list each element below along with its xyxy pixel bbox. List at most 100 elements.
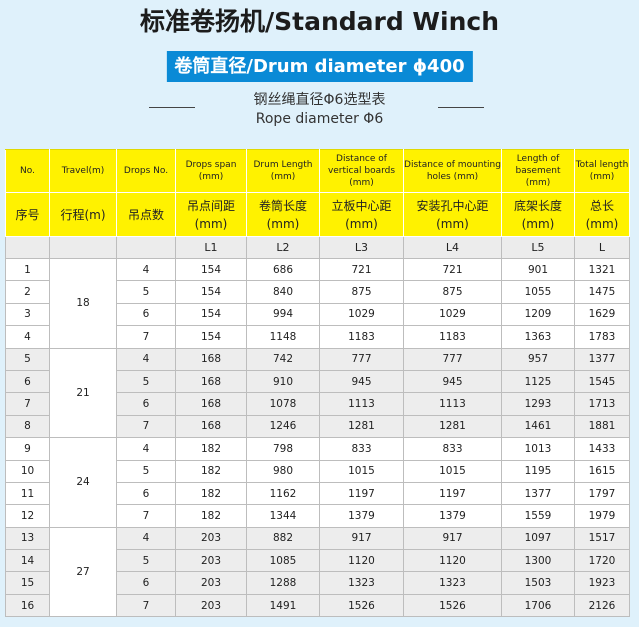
value-cell: 168	[175, 414, 247, 439]
table-row: 1 18 4 154 686 721 721 901 1321	[5, 257, 630, 349]
value-cell: 4	[116, 347, 176, 371]
subtitle-cn: 钢丝绳直径Φ6选型表	[253, 92, 386, 108]
header-cn-cell: 安装孔中心距 (mm)	[403, 192, 502, 237]
table-row: 11 6 182 1162 1197 1197 1377 1797	[5, 481, 630, 506]
value-cell: 917	[403, 526, 502, 551]
header-en-cell: Distance of vertical boards (mm)	[319, 149, 404, 193]
value-cell: 1503	[501, 571, 575, 595]
value-cell: 6	[116, 302, 176, 327]
value-cell: 182	[175, 437, 247, 461]
header-en-cell: Drum Length (mm)	[246, 149, 320, 193]
row-number-cell: 4	[5, 325, 50, 349]
value-cell: 5	[116, 549, 176, 573]
row-number-cell: 7	[5, 392, 50, 416]
value-cell: 1120	[319, 549, 404, 573]
value-cell: 1281	[319, 414, 404, 439]
value-cell: 1209	[501, 302, 575, 327]
code-cell: L1	[175, 236, 247, 259]
value-cell: 1491	[246, 593, 320, 618]
travel-cell: 27	[49, 526, 117, 618]
value-cell: 1078	[246, 392, 320, 416]
value-cell: 945	[403, 369, 502, 394]
table-row: 8 7 168 1246 1281 1281 1461 1881	[5, 414, 630, 439]
row-number-cell: 2	[5, 280, 50, 304]
header-en-cell: No.	[5, 149, 50, 193]
value-cell: 203	[175, 593, 247, 618]
header-cn-cell: 行程(m)	[49, 192, 117, 237]
value-cell: 1979	[574, 504, 630, 528]
value-cell: 994	[246, 302, 320, 327]
table-row: 16 7 203 1491 1526 1526 1706 2126	[5, 593, 630, 618]
code-row: L1 L2 L3 L4 L5 L	[5, 236, 630, 259]
value-cell: 1323	[319, 571, 404, 595]
value-cell: 1183	[319, 325, 404, 349]
value-cell: 7	[116, 414, 176, 439]
value-cell: 1195	[501, 459, 575, 483]
value-cell: 1113	[403, 392, 502, 416]
header-en-cell: Drops span (mm)	[175, 149, 247, 193]
value-cell: 1706	[501, 593, 575, 618]
table-row: 15 6 203 1288 1323 1323 1503 1923	[5, 571, 630, 595]
table-row: 9 24 4 182 798 833 833 1013 1433	[5, 437, 630, 528]
value-cell: 1162	[246, 481, 320, 506]
value-cell: 1323	[403, 571, 502, 595]
table-row: 3 6 154 994 1029 1029 1209 1629	[5, 302, 630, 327]
value-cell: 1293	[501, 392, 575, 416]
value-cell: 1923	[574, 571, 630, 595]
row-number-cell: 11	[5, 481, 50, 506]
value-cell: 168	[175, 369, 247, 394]
value-cell: 1288	[246, 571, 320, 595]
value-cell: 1015	[319, 459, 404, 483]
value-cell: 1713	[574, 392, 630, 416]
code-cell: L2	[246, 236, 320, 259]
value-cell: 840	[246, 280, 320, 304]
value-cell: 1029	[319, 302, 404, 327]
header-cn-cell: 吊点间距 (mm)	[175, 192, 247, 237]
header-row-en: No. Travel(m) Drops No. Drops span (mm) Drum…	[5, 149, 630, 193]
row-number-cell: 8	[5, 414, 50, 439]
row-number-cell: 3	[5, 302, 50, 327]
header-cn-cell: 序号	[5, 192, 50, 237]
value-cell: 980	[246, 459, 320, 483]
value-cell: 1526	[403, 593, 502, 618]
header-en-cell: Drops No.	[116, 149, 176, 193]
value-cell: 182	[175, 459, 247, 483]
header-en-cell: Length of basement (mm)	[501, 149, 575, 193]
value-cell: 777	[403, 347, 502, 371]
divider-right	[438, 107, 484, 108]
value-cell: 1120	[403, 549, 502, 573]
code-cell	[5, 236, 50, 259]
travel-cell: 21	[49, 347, 117, 439]
drum-diameter-badge: 卷筒直径/Drum diameter ϕ400	[166, 51, 473, 82]
value-cell: 168	[175, 347, 247, 371]
value-cell: 1321	[574, 257, 630, 282]
value-cell: 6	[116, 571, 176, 595]
value-cell: 1085	[246, 549, 320, 573]
value-cell: 168	[175, 392, 247, 416]
value-cell: 4	[116, 257, 176, 282]
header-cn-cell: 总长 (mm)	[574, 192, 630, 237]
row-number-cell: 12	[5, 504, 50, 528]
code-cell: L4	[403, 236, 502, 259]
header-cn-cell: 底架长度 (mm)	[501, 192, 575, 237]
value-cell: 875	[403, 280, 502, 304]
value-cell: 1783	[574, 325, 630, 349]
table-row: 13 27 4 203 882 917 917 1097 1517	[5, 526, 630, 618]
table-row: 2 5 154 840 875 875 1055 1475	[5, 280, 630, 304]
value-cell: 721	[319, 257, 404, 282]
row-number-cell: 1	[5, 257, 50, 282]
value-cell: 1629	[574, 302, 630, 327]
code-cell	[116, 236, 176, 259]
value-cell: 154	[175, 257, 247, 282]
row-number-cell: 14	[5, 549, 50, 573]
value-cell: 1281	[403, 414, 502, 439]
value-cell: 833	[403, 437, 502, 461]
value-cell: 5	[116, 459, 176, 483]
value-cell: 957	[501, 347, 575, 371]
value-cell: 1379	[319, 504, 404, 528]
header-cn-cell: 立板中心距 (mm)	[319, 192, 404, 237]
value-cell: 1377	[501, 481, 575, 506]
value-cell: 917	[319, 526, 404, 551]
value-cell: 1461	[501, 414, 575, 439]
value-cell: 7	[116, 593, 176, 618]
